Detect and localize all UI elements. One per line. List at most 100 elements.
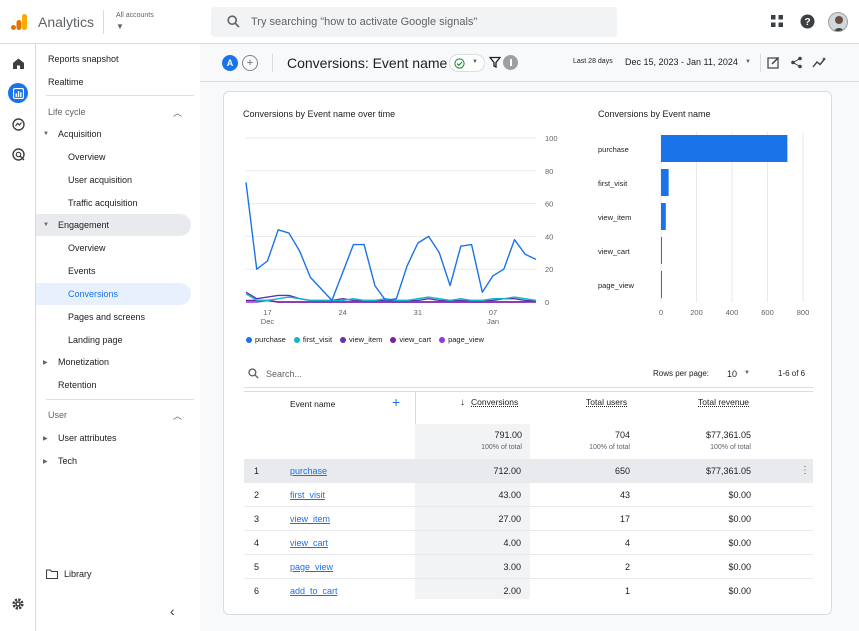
expand-down-icon[interactable]: ▼ (43, 131, 49, 137)
series-line-view_item[interactable] (245, 291, 536, 302)
legend-item-first_visit[interactable]: first_visit (293, 335, 332, 344)
column-header-total-revenue[interactable]: Total revenue (698, 397, 750, 407)
table-row[interactable]: 4 view_cart 4.00 4 $0.00 (244, 531, 813, 555)
sidebar-item-library[interactable]: Library (64, 569, 92, 579)
table-row[interactable]: 6 add_to_cart 2.00 1 $0.00 (244, 579, 813, 603)
row-event-link[interactable]: add_to_cart (290, 586, 338, 596)
row-revenue: $0.00 (728, 490, 751, 500)
row-revenue: $0.00 (728, 538, 751, 548)
column-header-total-users[interactable]: Total users (586, 397, 628, 407)
sidebar-item-engagement-overview[interactable]: Overview (68, 243, 106, 253)
help-icon[interactable]: ? (800, 14, 815, 29)
search-input[interactable]: Try searching "how to activate Google si… (251, 16, 478, 28)
bar-purchase[interactable] (661, 135, 788, 162)
edit-report-icon[interactable] (767, 56, 780, 69)
apps-grid-icon[interactable] (770, 14, 784, 28)
legend-item-page_view[interactable]: page_view (439, 335, 484, 344)
advertising-icon[interactable] (8, 144, 28, 164)
search-bar[interactable]: Try searching "how to activate Google si… (211, 7, 617, 37)
x-tick-label: 200 (690, 308, 703, 317)
bar-first_visit[interactable] (661, 169, 669, 196)
sidebar-item-monetization[interactable]: Monetization (58, 357, 110, 367)
bar-view_item[interactable] (661, 203, 666, 230)
expand-right-icon[interactable]: ▶ (43, 360, 48, 366)
row-event-link[interactable]: purchase (290, 466, 328, 476)
series-line-view_cart[interactable] (246, 299, 536, 303)
series-line-purchase[interactable] (245, 182, 537, 302)
filter-icon[interactable] (489, 56, 501, 68)
bar-page_view[interactable] (661, 271, 662, 298)
reports-icon[interactable] (8, 83, 28, 103)
row-more-icon[interactable]: ⋮ (800, 465, 810, 476)
sidebar-item-realtime[interactable]: Realtime (48, 77, 84, 87)
collapse-sidebar-icon[interactable]: ‹ (170, 603, 175, 619)
status-chip[interactable]: ▼ (449, 54, 485, 72)
table-row[interactable]: 3 view_item 27.00 17 $0.00 (244, 507, 813, 531)
caret-down-icon[interactable]: ▼ (116, 22, 124, 31)
sidebar-item-reports-snapshot[interactable]: Reports snapshot (48, 54, 119, 64)
expand-right-icon[interactable]: ▶ (43, 459, 48, 465)
sidebar-item-acquisition-overview[interactable]: Overview (68, 152, 106, 162)
row-event-link[interactable]: first_visit (290, 490, 326, 500)
sidebar-item-traffic-acquisition[interactable]: Traffic acquisition (68, 198, 138, 208)
sidebar-item-landing-page[interactable]: Landing page (68, 335, 123, 345)
rows-per-page-select[interactable]: 10 (727, 369, 738, 379)
table-row[interactable]: 1 purchase 712.00 650 $77,361.05 ⋮ (244, 459, 813, 483)
expand-down-icon[interactable]: ▼ (43, 222, 49, 228)
bar-view_cart[interactable] (661, 237, 662, 264)
column-header-event-name[interactable]: Event name (290, 399, 336, 409)
row-users: 43 (619, 490, 630, 500)
share-icon[interactable] (790, 56, 803, 69)
table-search-input[interactable]: Search... (266, 369, 303, 379)
insights-icon[interactable] (812, 56, 827, 69)
chevron-up-icon[interactable]: ︿ (173, 108, 183, 118)
caret-down-icon[interactable]: ▼ (744, 370, 750, 376)
sidebar-item-retention[interactable]: Retention (58, 380, 97, 390)
table-row[interactable]: 2 first_visit 43.00 43 $0.00 (244, 483, 813, 507)
sidebar-section-user[interactable]: User (48, 410, 68, 420)
sidebar-item-user-attributes[interactable]: User attributes (58, 433, 117, 443)
expand-right-icon[interactable]: ▶ (43, 436, 48, 442)
legend-item-view_item[interactable]: view_item (340, 335, 382, 344)
legend-label: view_item (349, 335, 383, 344)
analytics-logo[interactable] (10, 13, 28, 31)
explore-icon[interactable] (8, 114, 28, 134)
accounts-selector[interactable]: All accounts (116, 12, 154, 19)
add-dimension-button[interactable]: + (392, 394, 401, 410)
sidebar-item-tech[interactable]: Tech (58, 456, 78, 466)
sort-desc-icon[interactable]: ↓ (460, 397, 465, 408)
row-event-link[interactable]: page_view (290, 562, 334, 572)
home-icon[interactable] (8, 53, 28, 73)
gear-icon[interactable] (8, 594, 28, 614)
caret-down-icon[interactable]: ▼ (745, 59, 751, 65)
column-header-conversions[interactable]: Conversions (471, 397, 519, 407)
sidebar-item-conversions[interactable]: Conversions (68, 289, 119, 299)
report-header: A + Conversions: Event name ▼ Last 28 da… (200, 44, 859, 82)
sidebar-item-acquisition[interactable]: Acquisition (58, 129, 102, 139)
info-badge[interactable] (503, 55, 518, 70)
table-row[interactable]: 5 page_view 3.00 2 $0.00 (244, 555, 813, 579)
svg-text:?: ? (804, 17, 810, 28)
date-range-value[interactable]: Dec 15, 2023 - Jan 11, 2024 (625, 57, 738, 67)
folder-icon (46, 569, 58, 579)
sidebar-item-events[interactable]: Events (68, 266, 96, 276)
legend-item-purchase[interactable]: purchase (246, 335, 286, 344)
category-label: purchase (598, 145, 629, 154)
legend-swatch (390, 336, 397, 343)
sidebar-section-lifecycle[interactable]: Life cycle (48, 107, 86, 117)
bar-chart[interactable]: 0 200 400 600 800 purchase first_visit view_ite… (584, 92, 824, 342)
sidebar-item-engagement[interactable]: Engagement (58, 220, 110, 230)
row-conversions: 27.00 (498, 514, 521, 524)
add-comparison-button[interactable]: + (242, 55, 258, 71)
row-users: 650 (614, 466, 630, 476)
avatar[interactable] (828, 12, 848, 32)
row-event-link[interactable]: view_item (290, 514, 331, 524)
sidebar-item-user-acquisition[interactable]: User acquisition (68, 175, 133, 185)
totals-revenue: $77,361.05 100% of total (630, 430, 751, 451)
sidebar-item-pages-screens[interactable]: Pages and screens (68, 312, 146, 322)
chevron-up-icon[interactable]: ︿ (173, 411, 183, 421)
row-event-link[interactable]: view_cart (290, 538, 329, 548)
legend-item-view_cart[interactable]: view_cart (390, 335, 431, 344)
comparison-badge[interactable]: A (222, 55, 238, 71)
